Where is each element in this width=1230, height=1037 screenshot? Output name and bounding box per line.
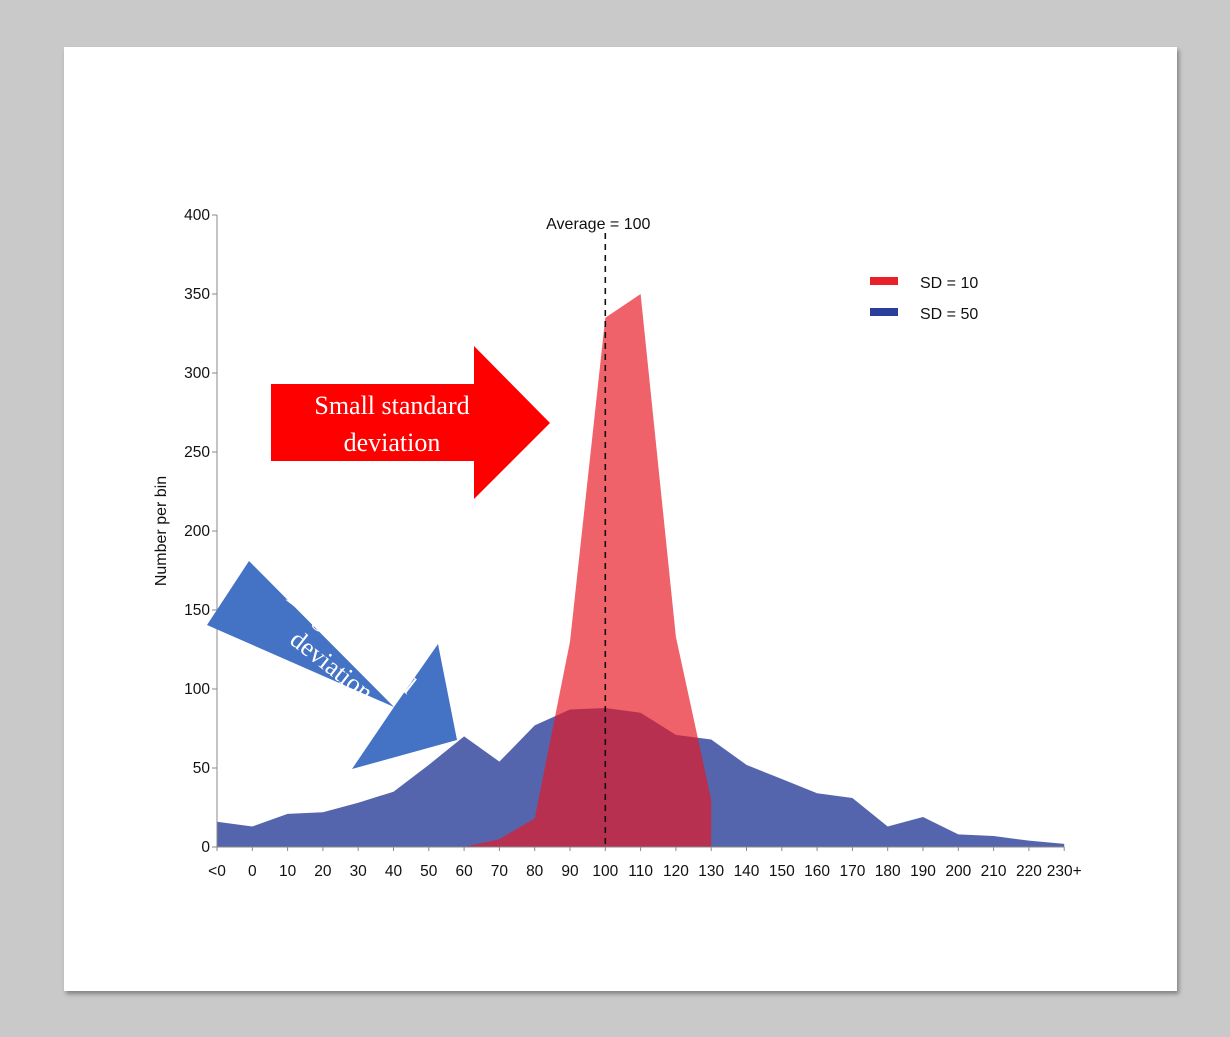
large-sd-callout-arrow bbox=[207, 561, 457, 769]
y-tick-label: 200 bbox=[184, 523, 210, 540]
x-tick-label: 190 bbox=[910, 863, 936, 880]
x-tick-label: 30 bbox=[350, 863, 368, 880]
x-tick-label: 0 bbox=[248, 863, 257, 880]
series-area-sd-10 bbox=[464, 294, 712, 847]
x-tick-label: 60 bbox=[455, 863, 473, 880]
x-tick-label: 180 bbox=[875, 863, 901, 880]
y-tick-label: 300 bbox=[184, 365, 210, 382]
x-tick-label: 10 bbox=[279, 863, 297, 880]
small-sd-callout-line2: deviation bbox=[344, 428, 441, 457]
slide-page: Average = 100 0 50 100 150 200 250 300 350 400 <0… bbox=[64, 47, 1177, 991]
x-tick-label: 130 bbox=[698, 863, 724, 880]
y-tick-label: 0 bbox=[201, 839, 210, 856]
x-tick-label: 210 bbox=[981, 863, 1007, 880]
distribution-chart: Average = 100 050100150200250300350400<0… bbox=[153, 207, 1082, 880]
x-tick-label: 200 bbox=[945, 863, 971, 880]
x-tick-label: 120 bbox=[663, 863, 689, 880]
legend-swatch bbox=[870, 277, 898, 285]
small-sd-callout-line1: Small standard bbox=[314, 391, 469, 420]
y-tick-label: 100 bbox=[184, 681, 210, 698]
x-tick-label: 230+ bbox=[1047, 863, 1082, 880]
x-tick-label: 90 bbox=[561, 863, 579, 880]
x-tick-label: 150 bbox=[769, 863, 795, 880]
reference-line-group: Average = 100 bbox=[546, 216, 651, 847]
x-tick-label: 50 bbox=[420, 863, 438, 880]
x-tick-label: 70 bbox=[491, 863, 509, 880]
y-tick-label: 150 bbox=[184, 602, 210, 619]
legend-label: SD = 10 bbox=[920, 275, 978, 292]
average-label: Average = 100 bbox=[546, 216, 650, 233]
x-tick-label: 170 bbox=[839, 863, 865, 880]
x-tick-label: 160 bbox=[804, 863, 830, 880]
series-areas bbox=[217, 294, 1065, 847]
x-tick-label: <0 bbox=[208, 863, 226, 880]
y-axis-title: Number per bin bbox=[153, 476, 170, 586]
x-tick-label: 20 bbox=[314, 863, 332, 880]
x-tick-label: 100 bbox=[592, 863, 618, 880]
small-sd-callout-arrow bbox=[271, 346, 550, 499]
axes: 0 50 100 150 200 250 300 350 400 <0 0 10 20 30 40 50 60 7… bbox=[153, 207, 1082, 880]
legend-label: SD = 50 bbox=[920, 306, 978, 323]
y-tick-label: 350 bbox=[184, 286, 210, 303]
legend-swatch bbox=[870, 308, 898, 316]
y-tick-label: 250 bbox=[184, 444, 210, 461]
y-tick-label: 50 bbox=[193, 760, 211, 777]
y-tick-label: 400 bbox=[184, 207, 210, 224]
x-tick-label: 40 bbox=[385, 863, 403, 880]
x-tick-label: 110 bbox=[628, 863, 653, 880]
legend: SD = 10 SD = 50 bbox=[870, 275, 978, 323]
x-tick-label: 220 bbox=[1016, 863, 1042, 880]
x-tick-label: 140 bbox=[734, 863, 760, 880]
x-tick-label: 80 bbox=[526, 863, 544, 880]
